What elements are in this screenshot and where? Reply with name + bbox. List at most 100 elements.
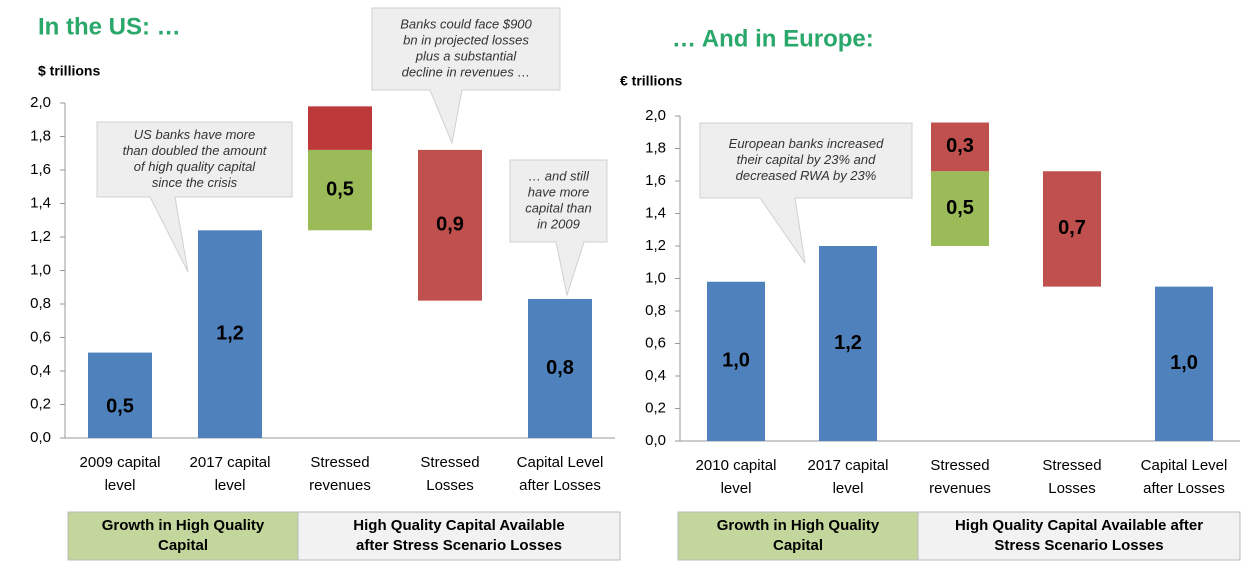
bar: [819, 246, 877, 441]
y-tick-label: 1,6: [30, 161, 51, 178]
bar: [308, 149, 372, 231]
x-tick-label: Capital Level: [517, 454, 604, 471]
bar: [528, 298, 592, 438]
y-tick-label: 0,8: [645, 302, 666, 319]
bar: [418, 149, 482, 301]
x-tick-label: revenues: [929, 480, 991, 497]
x-tick-label: Stressed: [420, 454, 479, 471]
bar: [931, 171, 989, 246]
x-tick-label: Losses: [426, 477, 474, 494]
group-label: Stress Scenario Losses: [994, 537, 1163, 554]
x-tick-label: level: [105, 477, 136, 494]
group-label: after Stress Scenario Losses: [356, 537, 562, 554]
y-tick-label: 0,0: [645, 432, 666, 449]
callout-text: Banks could face $900: [400, 16, 532, 31]
chart-title: … And in Europe:: [672, 25, 874, 52]
data-label: 1,0: [722, 350, 750, 372]
callout-box: [96, 121, 293, 273]
x-tick-label: level: [833, 480, 864, 497]
x-tick-label: level: [215, 477, 246, 494]
y-tick-label: 0,0: [30, 429, 51, 446]
bar-cap: [308, 106, 372, 150]
x-tick-label: 2017 capital: [808, 457, 889, 474]
y-tick-label: 1,6: [645, 172, 666, 189]
data-label: 1,0: [1170, 352, 1198, 374]
group-label: High Quality Capital Available after: [955, 517, 1203, 534]
y-tick-label: 1,0: [30, 261, 51, 278]
callout-text: US banks have more: [134, 127, 255, 142]
x-tick-label: Losses: [1048, 480, 1096, 497]
data-label: 0,7: [1058, 217, 1086, 239]
group-label: Capital: [158, 537, 208, 554]
group-box: [677, 511, 919, 561]
data-label: 1,2: [216, 322, 244, 344]
callout-text: decreased RWA by 23%: [736, 168, 877, 183]
y-tick-label: 2,0: [645, 107, 666, 124]
y-tick-label: 1,2: [645, 237, 666, 254]
callout-text: … and still: [528, 168, 590, 183]
callout-text: their capital by 23% and: [737, 152, 877, 167]
y-axis-label: $ trillions: [38, 63, 100, 79]
data-label: 0,5: [106, 396, 134, 418]
y-axis-label: € trillions: [620, 73, 682, 89]
data-label: 0,9: [436, 214, 464, 236]
x-tick-label: Stressed: [310, 454, 369, 471]
data-label: 0,5: [946, 197, 974, 219]
x-tick-label: after Losses: [1143, 480, 1225, 497]
callout-box: [371, 7, 561, 145]
data-label: 1,2: [834, 332, 862, 354]
group-label: Growth in High Quality: [102, 517, 265, 534]
group-box: [297, 511, 621, 561]
callout-text: since the crisis: [152, 175, 238, 190]
y-tick-label: 0,2: [30, 395, 51, 412]
x-tick-label: Stressed: [930, 457, 989, 474]
y-tick-label: 1,4: [30, 194, 51, 211]
bar: [88, 352, 152, 438]
data-label: 0,3: [946, 135, 974, 157]
group-label: High Quality Capital Available: [353, 517, 564, 534]
y-tick-label: 1,0: [645, 269, 666, 286]
data-label: 0,8: [546, 357, 574, 379]
bar-cap: [931, 122, 989, 172]
bar: [1155, 286, 1213, 441]
x-tick-label: revenues: [309, 477, 371, 494]
y-tick-label: 0,4: [645, 367, 666, 384]
x-tick-label: level: [721, 480, 752, 497]
data-label: 0,5: [326, 178, 354, 200]
callout-text: plus a substantial: [415, 48, 518, 63]
callout-text: than doubled the amount: [123, 143, 268, 158]
y-tick-label: 1,8: [645, 139, 666, 156]
x-tick-label: 2017 capital: [190, 454, 271, 471]
group-box: [917, 511, 1241, 561]
x-tick-label: Capital Level: [1141, 457, 1228, 474]
y-tick-label: 0,4: [30, 362, 51, 379]
bar: [198, 230, 262, 438]
callout-text: capital than: [525, 200, 592, 215]
callout-box: [699, 122, 913, 264]
callout-text: decline in revenues …: [402, 64, 531, 79]
chart-title: In the US: …: [38, 13, 181, 40]
y-tick-label: 0,6: [30, 328, 51, 345]
y-tick-label: 0,8: [30, 295, 51, 312]
y-tick-label: 1,2: [30, 228, 51, 245]
y-tick-label: 1,8: [30, 127, 51, 144]
y-tick-label: 0,6: [645, 334, 666, 351]
x-tick-label: Stressed: [1042, 457, 1101, 474]
callout-box: [509, 159, 608, 297]
x-tick-label: 2009 capital: [80, 454, 161, 471]
group-label: Growth in High Quality: [717, 517, 880, 534]
x-tick-label: after Losses: [519, 477, 601, 494]
callout-text: in 2009: [537, 216, 580, 231]
bar: [1043, 171, 1101, 287]
group-box: [67, 511, 299, 561]
group-label: Capital: [773, 537, 823, 554]
bar: [707, 281, 765, 441]
y-tick-label: 2,0: [30, 94, 51, 111]
y-tick-label: 0,2: [645, 399, 666, 416]
callout-text: of high quality capital: [134, 159, 257, 174]
x-tick-label: 2010 capital: [696, 457, 777, 474]
callout-text: European banks increased: [729, 136, 884, 151]
callout-text: have more: [528, 184, 589, 199]
callout-text: bn in projected losses: [403, 32, 529, 47]
